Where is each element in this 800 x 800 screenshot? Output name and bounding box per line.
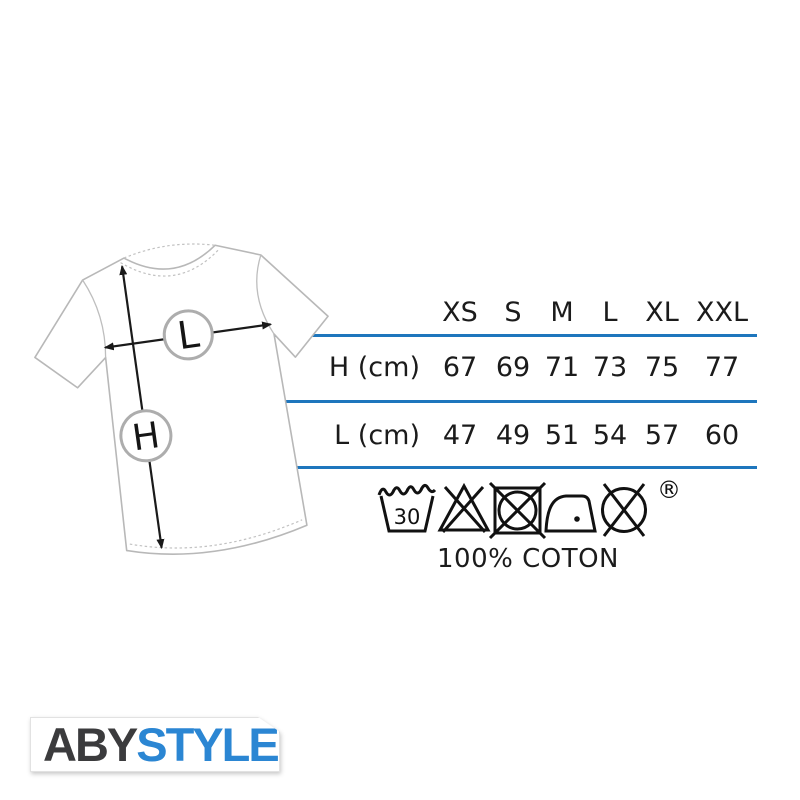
size-value: 57 xyxy=(644,420,680,451)
size-value: 69 xyxy=(495,352,531,383)
measure-row-label: H (cm) xyxy=(328,352,420,383)
size-value: 60 xyxy=(704,420,740,451)
collar-inner-stitch xyxy=(120,248,221,277)
wash-30-icon: 30 xyxy=(377,483,437,533)
size-col-m: M xyxy=(550,297,574,328)
length-label-circle xyxy=(162,309,214,361)
table-divider-bottom xyxy=(273,466,757,469)
size-col-xxl: XXL xyxy=(695,297,749,328)
size-value: 77 xyxy=(704,352,740,383)
brand-name-primary: ABY xyxy=(43,718,138,771)
tshirt-diagram: L H xyxy=(34,243,329,556)
height-label: H xyxy=(130,415,163,459)
size-value: 49 xyxy=(495,420,531,451)
iron-one-dot-icon xyxy=(544,494,597,533)
size-col-xl: XL xyxy=(645,297,679,328)
composition-label: 100% COTON xyxy=(436,544,619,574)
length-measure-row: L (cm) 47 49 51 54 57 60 xyxy=(270,421,760,451)
brand-name-secondary: STYLE xyxy=(136,718,279,771)
size-value: 54 xyxy=(592,420,628,451)
size-value: 75 xyxy=(644,352,680,383)
do-not-bleach-icon xyxy=(437,482,491,533)
care-symbols: 30 ® xyxy=(377,476,681,540)
tshirt-outline xyxy=(34,244,329,556)
registered-trademark: ® xyxy=(657,476,681,504)
measure-row-label: L (cm) xyxy=(334,420,420,451)
size-col-xs: XS xyxy=(442,297,478,328)
table-divider-top xyxy=(273,334,757,337)
table-divider-middle xyxy=(273,400,757,403)
size-value: 47 xyxy=(442,420,478,451)
wash-temperature-label: 30 xyxy=(394,505,421,529)
brand-logo-box: ABYSTYLE xyxy=(30,717,280,772)
size-value: 51 xyxy=(544,420,580,451)
size-header-row: XS S M L XL XXL xyxy=(270,298,760,328)
do-not-tumble-dry-icon xyxy=(488,481,547,540)
size-value: 71 xyxy=(544,352,580,383)
collar-back-stitch xyxy=(123,243,216,259)
height-measure-row: H (cm) 67 69 71 73 75 77 xyxy=(270,353,760,383)
size-table: XS S M L XL XXL H (cm) 67 69 71 73 75 77 L (cm) 47 49… xyxy=(270,290,760,476)
height-arrow xyxy=(119,264,165,550)
size-col-l: L xyxy=(602,297,618,328)
size-col-s: S xyxy=(504,297,522,328)
do-not-dry-clean-icon xyxy=(601,483,647,537)
size-value: 73 xyxy=(592,352,628,383)
height-label-circle xyxy=(119,409,173,463)
size-value: 67 xyxy=(442,352,478,383)
brand-logo: ABYSTYLE xyxy=(30,717,280,772)
